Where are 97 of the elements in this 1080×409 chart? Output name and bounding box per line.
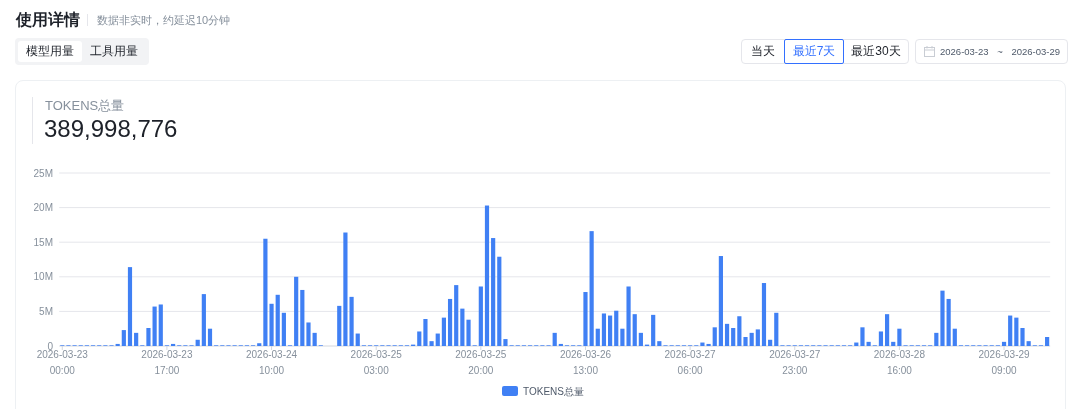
bar [491, 238, 496, 346]
bar [737, 316, 742, 346]
bar [201, 294, 206, 346]
bar [768, 339, 773, 346]
bar [417, 331, 422, 346]
bar [454, 285, 459, 346]
bar [595, 328, 600, 346]
text: 工具用量 [84, 41, 144, 62]
bar [435, 333, 440, 346]
bar [497, 256, 502, 346]
bar [269, 303, 274, 346]
x-tick-label: 2026-03-26 13:00 [559, 348, 612, 376]
bar [755, 329, 760, 346]
bar [638, 332, 643, 346]
bar [484, 205, 490, 346]
bar [1020, 328, 1025, 346]
bar [466, 319, 471, 346]
bar [207, 328, 213, 346]
bar [860, 327, 865, 346]
bar [891, 341, 896, 346]
text: 模型用量 [18, 41, 82, 62]
bar [355, 333, 360, 346]
bar [460, 308, 465, 346]
x-tick-label: 2026-03-27 23:00 [769, 348, 821, 376]
bar [146, 328, 151, 346]
bar [1045, 337, 1050, 346]
bar [429, 341, 434, 346]
bar [1001, 341, 1007, 346]
bar [263, 238, 268, 346]
x-tick-label: 2026-03-24 10:00 [245, 348, 298, 376]
bar [1026, 341, 1031, 346]
y-tick-label: 5M [39, 305, 53, 317]
bar [589, 231, 594, 346]
bar [158, 304, 163, 346]
bar [121, 330, 126, 346]
bar [257, 343, 262, 346]
y-tick-label: 15M [33, 236, 53, 248]
bar [306, 322, 311, 346]
bar [866, 341, 871, 346]
text: TOKENS总量 [45, 98, 125, 114]
bar [294, 276, 299, 346]
bar [774, 312, 779, 346]
bar [478, 286, 483, 346]
bar [878, 331, 884, 346]
bar [195, 339, 200, 346]
bar [897, 328, 902, 346]
bar [1008, 315, 1013, 346]
x-tick-label: 2026-03-25 03:00 [350, 348, 403, 376]
chart-subtitle: 数据非实时，约延迟10分钟 [97, 13, 231, 28]
text: 当天 [742, 40, 784, 63]
text: 389,998,776 [44, 114, 178, 144]
bar [946, 298, 951, 346]
bar [275, 294, 280, 346]
bar [651, 314, 656, 346]
bar [127, 267, 133, 346]
text: 2026-03-23 ~ 2026-03-29 [940, 45, 1061, 59]
bar [1014, 317, 1019, 346]
y-tick-label: 25M [33, 167, 53, 179]
bar [657, 341, 662, 346]
bar [152, 306, 157, 346]
bar [447, 298, 453, 346]
bar [934, 332, 939, 346]
y-tick-label: 20M [33, 202, 53, 214]
bar [441, 317, 446, 346]
bar [724, 323, 730, 346]
bar [749, 332, 754, 346]
bar [952, 328, 957, 346]
bar [281, 312, 286, 346]
bar [503, 339, 508, 346]
bar [731, 328, 736, 346]
y-tick-label: 10M [33, 271, 53, 283]
bar [608, 315, 613, 346]
text: 最近7天 [784, 39, 844, 64]
bar [300, 289, 305, 346]
bar [712, 327, 717, 346]
bar [761, 283, 767, 346]
legend-label: TOKENS总量 [523, 385, 584, 397]
x-tick-label: 2026-03-28 16:00 [873, 348, 926, 376]
x-tick-label: 2026-03-25 20:00 [455, 348, 507, 376]
x-tick-label: 2026-03-29 09:00 [978, 348, 1031, 376]
x-tick-label: 2026-03-23 17:00 [141, 348, 193, 376]
bar [134, 332, 139, 346]
x-tick-label: 2026-03-27 06:00 [664, 348, 717, 376]
text: 最近30天 [844, 40, 908, 63]
bar [423, 319, 428, 346]
bar [312, 332, 317, 346]
bar [552, 332, 557, 346]
chart-title: 使用详情 [16, 10, 80, 30]
bar [940, 290, 945, 346]
bar [632, 314, 637, 346]
bar [337, 305, 342, 346]
bar [614, 310, 619, 346]
bar [718, 256, 723, 346]
bar [884, 314, 890, 346]
bar [743, 337, 748, 346]
bar [583, 292, 588, 346]
bar [601, 313, 607, 346]
